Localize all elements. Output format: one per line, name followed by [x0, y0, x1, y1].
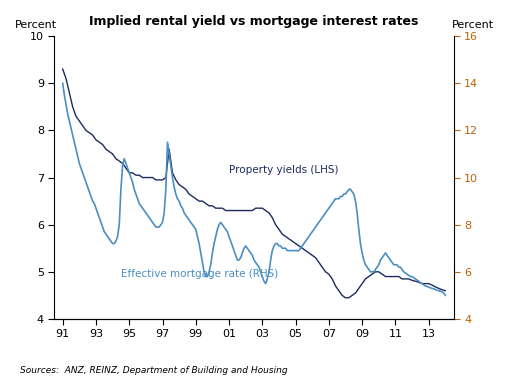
Title: Implied rental yield vs mortgage interest rates: Implied rental yield vs mortgage interes…: [89, 15, 419, 28]
Text: Sources:  ANZ, REINZ, Department of Building and Housing: Sources: ANZ, REINZ, Department of Build…: [20, 366, 288, 375]
Text: Percent: Percent: [14, 20, 56, 31]
Text: Property yields (LHS): Property yields (LHS): [229, 165, 338, 175]
Text: Effective mortgage rate (RHS): Effective mortgage rate (RHS): [121, 270, 278, 279]
Text: Percent: Percent: [452, 20, 494, 31]
